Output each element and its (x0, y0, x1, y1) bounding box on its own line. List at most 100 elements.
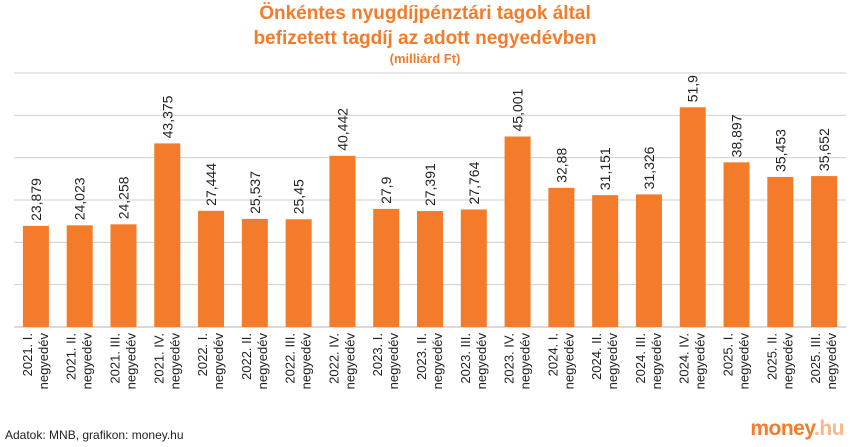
x-tick-label-period: 2021. III. (107, 333, 122, 384)
x-tick-label: 2021. II. negyedév (64, 333, 95, 390)
x-tick-label-period: 2021. I. (20, 333, 35, 376)
data-label: 40,442 (334, 108, 350, 151)
data-label: 43,375 (159, 95, 175, 138)
x-tick-label-unit: negyedév (649, 333, 664, 390)
bars (23, 107, 837, 327)
data-label: 31,326 (641, 146, 657, 189)
x-tick-label-unit: negyedév (167, 333, 182, 390)
x-tick-label-period: 2022. IV. (326, 333, 341, 384)
data-label: 24,023 (72, 177, 88, 220)
money-hu-logo: money.hu (750, 417, 844, 441)
x-tick-label-unit: negyedév (386, 333, 401, 390)
data-label: 27,9 (378, 176, 394, 203)
data-label: 27,764 (466, 161, 482, 204)
bar (110, 224, 136, 327)
bar (23, 226, 49, 327)
source-note: Adatok: MNB, grafikon: money.hu (5, 428, 184, 442)
bar (67, 225, 93, 327)
bar (286, 219, 312, 327)
bar (198, 211, 224, 327)
bar (329, 156, 355, 327)
x-tick-label-unit: negyedév (123, 333, 138, 390)
x-tick-label-period: 2024. IV. (677, 333, 692, 384)
x-tick-label-unit: negyedév (255, 333, 270, 390)
x-tick-label-period: 2021. IV. (151, 333, 166, 384)
bar (505, 136, 531, 327)
data-label: 24,258 (115, 176, 131, 219)
bar (548, 188, 574, 327)
x-tick-label-period: 2024. I. (545, 333, 560, 376)
x-tick-label: 2024. II. negyedév (589, 333, 620, 390)
x-tick-label: 2023. II. negyedév (414, 333, 445, 390)
x-tick-label-unit: negyedév (36, 333, 51, 390)
bar (811, 176, 837, 327)
bar (592, 195, 618, 327)
data-label: 31,151 (597, 147, 613, 190)
data-label: 51,9 (685, 75, 701, 102)
bar (373, 209, 399, 327)
x-tick-label-unit: negyedév (299, 333, 314, 390)
x-tick-label-period: 2022. III. (283, 333, 298, 384)
bar (724, 162, 750, 327)
x-tick-label-period: 2025. II. (764, 333, 779, 380)
x-tick-label-unit: negyedév (474, 333, 489, 390)
bar (680, 107, 706, 327)
bar (461, 209, 487, 327)
x-tick-label: 2025. I. negyedév (721, 333, 752, 390)
bar (154, 143, 180, 327)
x-tick-label-period: 2025. I. (721, 333, 736, 376)
logo-domain-text: .hu (814, 417, 844, 440)
bar (636, 194, 662, 327)
data-label: 32,88 (553, 148, 569, 183)
x-tick-label-period: 2024. II. (589, 333, 604, 380)
x-tick-label: 2022. I. negyedév (195, 333, 226, 390)
x-tick-label-unit: negyedév (824, 333, 839, 390)
x-tick-label-unit: negyedév (518, 333, 533, 390)
bar (417, 211, 443, 327)
x-tick-label: 2022. III. negyedév (283, 333, 314, 390)
bar (767, 177, 793, 327)
x-tick-label-period: 2025. III. (808, 333, 823, 384)
x-tick-label-period: 2022. I. (195, 333, 210, 376)
data-label: 25,537 (247, 171, 263, 214)
x-tick-label: 2021. III. negyedév (107, 333, 138, 390)
x-tick-label: 2024. IV. negyedév (677, 333, 708, 390)
bar (242, 219, 268, 327)
x-tick-label: 2021. IV. negyedév (151, 333, 182, 390)
x-tick-label-unit: negyedév (342, 333, 357, 390)
x-tick-label-period: 2023. II. (414, 333, 429, 380)
x-tick-label-unit: negyedév (211, 333, 226, 390)
x-tick-label-unit: negyedév (561, 333, 576, 390)
x-tick-label-unit: negyedév (605, 333, 620, 390)
x-tick-label-unit: negyedév (737, 333, 752, 390)
data-label: 27,444 (203, 163, 219, 206)
x-tick-label: 2021. I. negyedév (20, 333, 51, 390)
x-tick-label: 2025. II. negyedév (764, 333, 795, 390)
x-tick-label-period: 2023. III. (458, 333, 473, 384)
logo-main-text: money (750, 417, 814, 440)
x-tick-label-period: 2023. I. (370, 333, 385, 376)
x-axis: 2021. I. negyedév 2021. II. negyedév 2021. I… (20, 333, 839, 390)
value-labels: 23,879 24,023 24,258 43,375 27,444 25,537 25,4… (28, 75, 832, 221)
x-tick-label: 2023. III. negyedév (458, 333, 489, 390)
x-tick-label: 2025. III. negyedév (808, 333, 839, 390)
data-label: 45,001 (510, 88, 526, 131)
x-tick-label-period: 2022. II. (239, 333, 254, 380)
x-tick-label: 2023. IV. negyedév (502, 333, 533, 390)
data-label: 23,879 (28, 178, 44, 221)
x-tick-label: 2022. II. negyedév (239, 333, 270, 390)
x-tick-label-period: 2024. III. (633, 333, 648, 384)
x-tick-label-unit: negyedév (780, 333, 795, 390)
x-tick-label-unit: negyedév (430, 333, 445, 390)
data-label: 35,453 (772, 129, 788, 172)
x-tick-label: 2024. III. negyedév (633, 333, 664, 390)
x-tick-label-period: 2023. IV. (502, 333, 517, 384)
data-label: 35,652 (816, 128, 832, 171)
x-tick-label: 2023. I. negyedév (370, 333, 401, 390)
x-tick-label-period: 2021. II. (64, 333, 79, 380)
x-tick-label-unit: negyedév (80, 333, 95, 390)
data-label: 38,897 (729, 114, 745, 157)
x-tick-label: 2024. I. negyedév (545, 333, 576, 390)
x-tick-label-unit: negyedév (693, 333, 708, 390)
